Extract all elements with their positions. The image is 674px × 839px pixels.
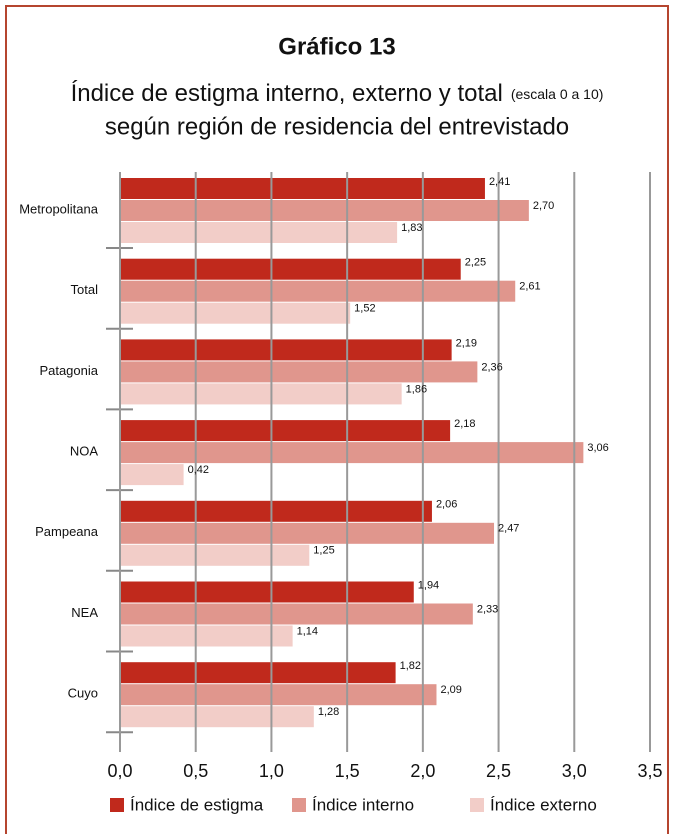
legend-label: Índice interno — [312, 795, 414, 814]
value-label: 1,52 — [354, 303, 375, 315]
bar — [120, 706, 314, 728]
chart-title: Gráfico 13 — [278, 33, 395, 60]
bar — [120, 544, 310, 566]
bar — [120, 222, 398, 243]
value-label: 2,18 — [454, 418, 475, 430]
value-label: 1,94 — [418, 579, 439, 591]
value-label: 2,19 — [456, 337, 477, 349]
value-label: 1,83 — [401, 222, 422, 234]
bar — [120, 200, 529, 221]
bar — [120, 302, 351, 324]
legend-swatch — [110, 798, 124, 812]
value-label: 2,09 — [440, 684, 461, 696]
legend-label: Índice de estigma — [130, 795, 264, 814]
y-tick-label: Pampeana — [35, 524, 99, 539]
bar — [120, 420, 451, 442]
bar — [120, 383, 402, 405]
x-tick-label: 0,5 — [183, 761, 208, 781]
x-tick-label: 1,0 — [259, 761, 284, 781]
bar — [120, 178, 485, 199]
legend-label: Índice externo — [490, 795, 597, 814]
legend-swatch — [470, 798, 484, 812]
x-tick-label: 3,0 — [562, 761, 587, 781]
value-label: 2,41 — [489, 176, 510, 188]
x-tick-label: 0,0 — [107, 761, 132, 781]
y-tick-label: Patagonia — [39, 363, 98, 378]
bar — [120, 662, 396, 684]
subtitle-main: Índice de estigma interno, externo y tot… — [71, 80, 503, 107]
y-tick-label: Metropolitana — [19, 201, 99, 216]
bar — [120, 603, 473, 625]
bar — [120, 625, 293, 647]
value-label: 2,61 — [519, 281, 540, 293]
value-label: 0,42 — [188, 464, 209, 476]
x-tick-label: 2,5 — [486, 761, 511, 781]
value-label: 2,25 — [465, 257, 486, 269]
value-label: 2,06 — [436, 499, 457, 511]
value-label: 1,28 — [318, 706, 339, 718]
bar — [120, 522, 495, 544]
x-tick-label: 2,0 — [410, 761, 435, 781]
y-tick-label: NOA — [70, 444, 99, 459]
value-label: 2,70 — [533, 200, 554, 212]
bar — [120, 258, 461, 280]
bar — [120, 684, 437, 706]
value-label: 1,14 — [297, 625, 318, 637]
subtitle-note: (escala 0 a 10) — [511, 86, 604, 102]
x-tick-label: 3,5 — [637, 761, 662, 781]
bar — [120, 581, 414, 603]
value-label: 2,47 — [498, 523, 519, 535]
y-tick-label: Cuyo — [68, 686, 98, 701]
value-label: 1,25 — [313, 545, 334, 557]
y-tick-label: NEA — [71, 605, 98, 620]
value-label: 3,06 — [587, 442, 608, 454]
subtitle: Índice de estigma interno, externo y tot… — [71, 80, 604, 107]
value-label: 1,86 — [406, 383, 427, 395]
frame — [5, 5, 669, 839]
subtitle-line2: según región de residencia del entrevist… — [105, 113, 569, 140]
bar — [120, 339, 452, 361]
bar — [120, 464, 184, 486]
y-tick-label: Total — [71, 282, 99, 297]
value-label: 2,33 — [477, 603, 498, 615]
x-tick-label: 1,5 — [335, 761, 360, 781]
value-label: 2,36 — [481, 361, 502, 373]
bar — [120, 442, 584, 464]
bar — [120, 280, 516, 302]
bar — [120, 361, 478, 383]
value-label: 1,82 — [400, 660, 421, 672]
legend-swatch — [292, 798, 306, 812]
bar — [120, 500, 432, 522]
